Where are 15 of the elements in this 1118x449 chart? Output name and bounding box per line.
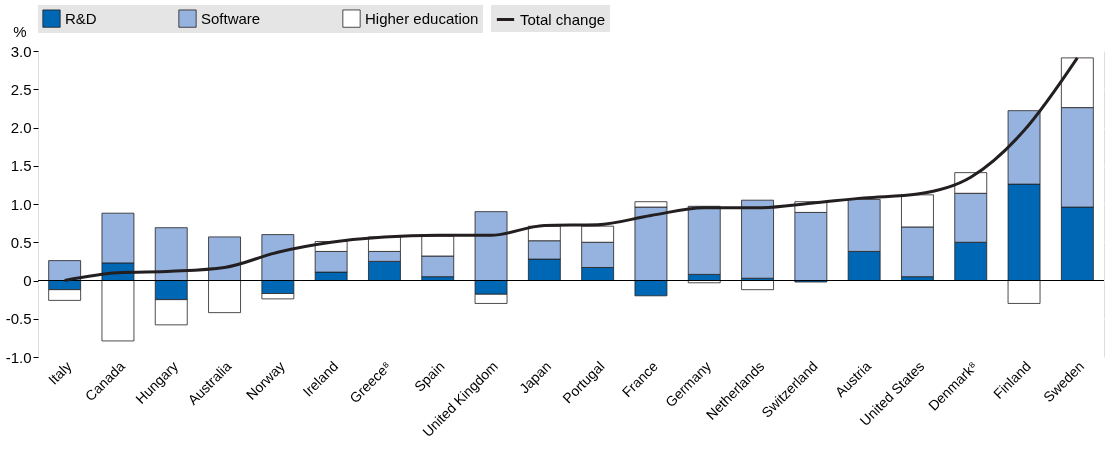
legend-label: Software: [201, 9, 261, 27]
y-tick-label: 1.5: [10, 157, 32, 175]
legend-label: Higher education: [365, 9, 479, 27]
y-tick-label: 0.5: [10, 233, 32, 251]
y-tick-label: -0.5: [5, 310, 32, 328]
legend-label: Total change: [520, 10, 606, 28]
y-tick-label: 3.0: [10, 42, 32, 60]
y-tick-label: 2.0: [10, 119, 32, 136]
y-tick-label: 0: [23, 272, 32, 289]
x-tick-label: Italy: [45, 358, 75, 388]
y-tick-label: 1.0: [10, 195, 32, 213]
y-axis-title: %: [13, 22, 27, 40]
y-tick-label: 2.5: [10, 80, 32, 98]
y-tick-label: -1.0: [5, 348, 32, 366]
legend-label: R&D: [65, 9, 97, 27]
